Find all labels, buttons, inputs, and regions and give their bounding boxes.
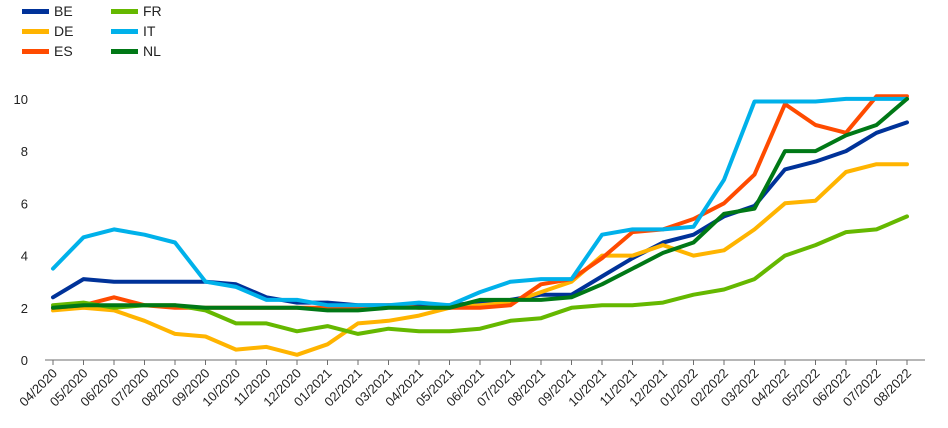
y-tick-label: 0 bbox=[21, 353, 28, 368]
legend-label-it: IT bbox=[143, 23, 156, 39]
x-axis: 04/202005/202006/202007/202008/202009/20… bbox=[16, 359, 925, 409]
series-line-de bbox=[51, 162, 909, 357]
legend-label-be: BE bbox=[54, 3, 73, 19]
series-line-nl bbox=[51, 96, 909, 313]
legend-swatch-es bbox=[22, 49, 49, 54]
legend-swatch-be bbox=[22, 9, 49, 14]
legend-label-de: DE bbox=[54, 23, 74, 39]
legend-label-es: ES bbox=[54, 43, 73, 59]
series-line-it bbox=[51, 96, 909, 308]
series-layer bbox=[51, 94, 909, 357]
y-tick-label: 10 bbox=[14, 92, 28, 107]
legend-swatch-it bbox=[111, 29, 138, 34]
legend-swatch-nl bbox=[111, 49, 138, 54]
y-tick-label: 4 bbox=[21, 249, 28, 264]
y-tick-label: 6 bbox=[21, 196, 28, 211]
y-tick-label: 8 bbox=[21, 144, 28, 159]
legend: BE DE ES FR IT NL bbox=[22, 2, 222, 62]
legend-swatch-de bbox=[22, 29, 49, 34]
legend-label-fr: FR bbox=[143, 3, 162, 19]
series-line-fr bbox=[51, 214, 909, 336]
legend-swatch-fr bbox=[111, 9, 138, 14]
series-line-es bbox=[51, 94, 909, 310]
y-axis: 0 2 4 6 8 10 bbox=[14, 92, 28, 368]
y-tick-label: 2 bbox=[21, 301, 28, 316]
legend-label-nl: NL bbox=[143, 43, 161, 59]
series-line-be bbox=[51, 120, 909, 308]
